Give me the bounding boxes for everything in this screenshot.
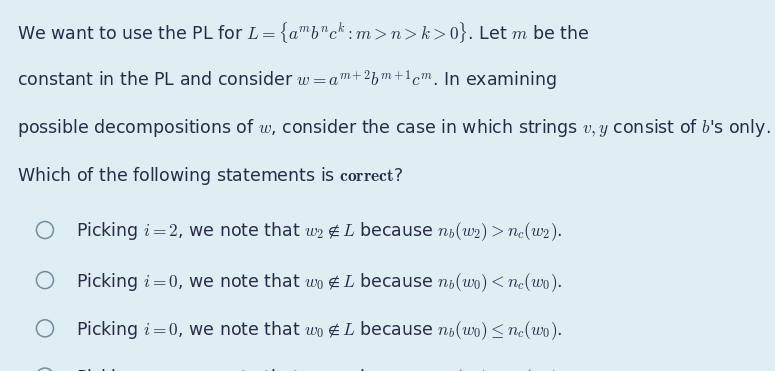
Text: We want to use the PL for $L = \{a^m b^n c^k : m > n > k > 0\}$. Let $m$ be the: We want to use the PL for $L = \{a^m b^n… <box>17 20 590 45</box>
Text: Picking $i = 2$, we note that $w_2 \notin L$ because $n_a(w_2) > n_b(w_2)$.: Picking $i = 2$, we note that $w_2 \noti… <box>76 367 563 371</box>
Text: Which of the following statements is $\mathbf{correct}$?: Which of the following statements is $\m… <box>17 165 403 187</box>
Text: Picking $i = 2$, we note that $w_2 \notin L$ because $n_b(w_2) > n_c(w_2)$.: Picking $i = 2$, we note that $w_2 \noti… <box>76 221 563 243</box>
Text: Picking $i = 0$, we note that $w_0 \notin L$ because $n_b(w_0) \leq n_c(w_0)$.: Picking $i = 0$, we note that $w_0 \noti… <box>76 319 563 342</box>
Text: constant in the PL and consider $w = a^{m+2}b^{m+1}c^{m}$. In examining: constant in the PL and consider $w = a^{… <box>17 69 557 93</box>
Text: possible decompositions of $w$, consider the case in which strings $v, y$ consis: possible decompositions of $w$, consider… <box>17 117 771 139</box>
Text: Picking $i = 0$, we note that $w_0 \notin L$ because $n_b(w_0) < n_c(w_0)$.: Picking $i = 0$, we note that $w_0 \noti… <box>76 271 563 293</box>
